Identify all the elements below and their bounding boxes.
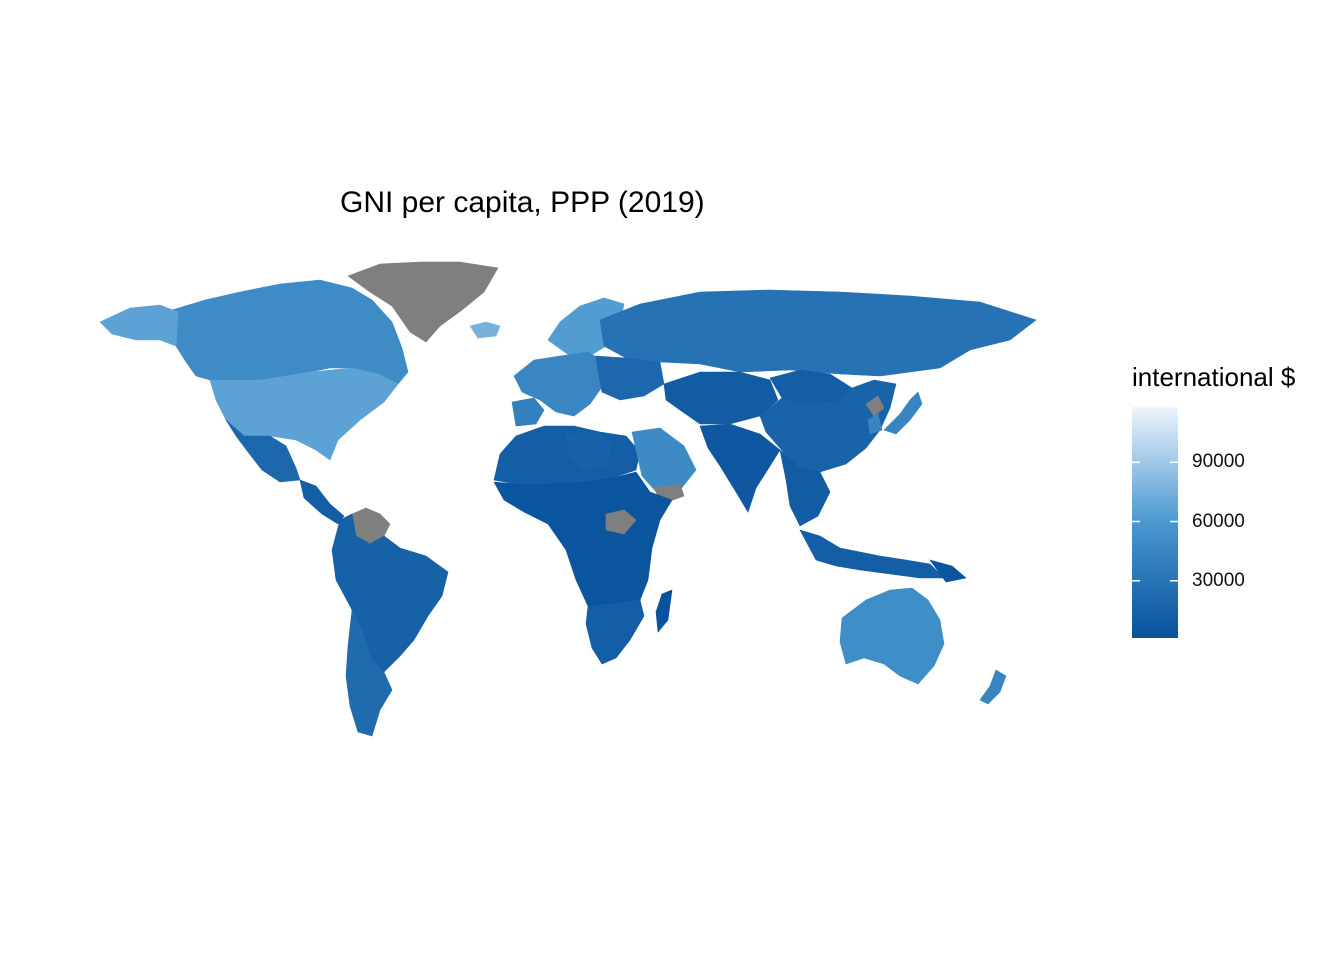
region-indonesia <box>799 529 945 579</box>
region-alaska <box>99 304 179 347</box>
region-madagascar <box>655 589 673 633</box>
legend-tick-label: 30000 <box>1192 569 1245 591</box>
map-title: GNI per capita, PPP (2019) <box>340 186 705 219</box>
legend-gradient <box>1132 407 1178 638</box>
region-south-america <box>331 513 449 673</box>
region-japan <box>883 391 923 435</box>
legend-colorbar <box>1132 407 1178 638</box>
region-australia <box>839 587 945 685</box>
region-iceland <box>469 321 501 339</box>
region-libya <box>565 431 613 471</box>
region-papua-new-guinea <box>929 559 967 583</box>
region-south-korea <box>867 413 883 435</box>
region-north-korea <box>865 395 885 417</box>
region-india <box>699 423 781 513</box>
region-southeast-asia <box>779 449 831 527</box>
region-greenland <box>347 261 499 343</box>
region-iberia <box>511 397 545 427</box>
region-arabian-peninsula <box>631 427 697 497</box>
legend-tick-marks <box>1132 461 1178 582</box>
region-new-zealand <box>979 669 1007 705</box>
region-russia <box>599 289 1037 377</box>
legend-title: international $ <box>1132 362 1296 392</box>
region-europe <box>513 351 605 417</box>
region-southern-africa <box>585 599 645 665</box>
legend-tick-label: 90000 <box>1192 451 1245 473</box>
region-central-america <box>299 479 345 525</box>
legend-tick-label: 60000 <box>1192 510 1245 532</box>
region-south-sudan <box>605 509 637 535</box>
region-sub-saharan-africa <box>493 471 673 607</box>
region-united-states <box>209 367 399 461</box>
region-chile-argentina <box>345 608 393 737</box>
region-eastern-europe <box>595 355 665 401</box>
region-canada <box>171 279 409 385</box>
